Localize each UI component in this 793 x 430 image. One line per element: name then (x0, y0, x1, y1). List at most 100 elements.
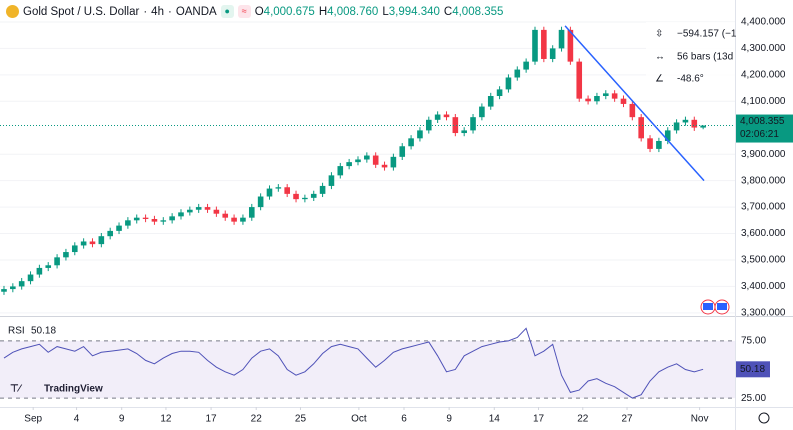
ohlc-low: 3,994.340 (388, 5, 440, 18)
y-tick-label: 3,900.000 (741, 149, 786, 160)
candle-body (585, 98, 591, 102)
candle-body (116, 225, 122, 231)
measure-bg (646, 22, 735, 96)
candle-body (89, 241, 96, 245)
candle-body (302, 197, 308, 200)
sep: · (167, 5, 172, 18)
y-tick-label: 3,800.000 (741, 175, 786, 186)
candle-body (231, 217, 237, 222)
candle-body (470, 117, 476, 131)
candle-body (461, 130, 467, 134)
candle-body (248, 207, 255, 218)
x-tick-label: 6 (401, 414, 407, 425)
rsi-value: 50.18 (31, 326, 56, 337)
candle-body (602, 93, 609, 97)
candle-body (541, 29, 547, 59)
countdown: 02:06:21 (740, 129, 779, 140)
y-tick-label: 3,600.000 (741, 228, 786, 239)
candle-body (532, 29, 538, 62)
candle-body (178, 212, 184, 217)
candle-body (346, 162, 352, 167)
candle-body (558, 29, 565, 49)
candle-body (319, 185, 326, 194)
candle-body (142, 217, 149, 219)
candle-body (523, 61, 529, 70)
candle-body (45, 265, 52, 268)
candle-body (10, 286, 16, 290)
trendline (564, 25, 705, 182)
candle-body (310, 193, 317, 198)
candle-body (417, 130, 423, 139)
x-tick-label: Nov (691, 414, 709, 425)
rsi-last-label (736, 361, 770, 378)
rsi-line (3, 327, 704, 399)
candle-body (425, 119, 432, 131)
flags (700, 299, 730, 315)
ohlc-key: O (254, 5, 264, 18)
candle-body (647, 138, 653, 149)
candle-body (107, 230, 113, 237)
candle-body (452, 117, 459, 134)
candle-body (151, 218, 158, 222)
candle-body (169, 216, 175, 221)
x-tick-label: 9 (119, 414, 125, 425)
ohlc-key: L (382, 5, 389, 18)
candle-body (594, 96, 600, 102)
candle-body (673, 122, 680, 131)
candle-body (257, 196, 264, 208)
flag-icon (717, 303, 727, 310)
candle-body (284, 187, 290, 194)
x-tick-label: 14 (489, 414, 501, 425)
y-tick-label: 3,700.000 (741, 202, 786, 213)
measure-icon: ∠ (655, 74, 664, 85)
logo-mark: ⊤⁄ (10, 384, 23, 395)
candle-body (364, 155, 370, 160)
measure-icon: ↔ (655, 52, 665, 63)
ohlc-close: 4,008.355 (452, 5, 504, 18)
x-tick-label: 9 (446, 414, 452, 425)
candle-body (479, 106, 485, 118)
header: Gold Spot / U.S. Dollar · 4h · OANDA ● ≈ O4… (6, 5, 503, 18)
rsi-band (0, 340, 735, 399)
candle-body (496, 89, 503, 97)
candle-body (187, 209, 193, 213)
exchange: OANDA (175, 5, 217, 18)
button[interactable]: ≈ (237, 5, 251, 18)
candle-body (434, 114, 441, 120)
settings-icon[interactable] (758, 412, 770, 424)
symbol-icon (6, 5, 19, 18)
measure-angle: -48.6° (677, 74, 704, 85)
candle-body (18, 281, 25, 287)
candle-body (620, 98, 627, 104)
candle-body (27, 274, 34, 282)
candle-body (275, 187, 282, 189)
candle-body (1, 289, 7, 292)
x-tick-label: 22 (577, 414, 589, 425)
candle-body (682, 119, 689, 123)
rsi-title: RSI (8, 326, 25, 337)
rsi-last-text: 50.18 (740, 364, 765, 375)
x-tick-label: 25 (295, 414, 307, 425)
ohlc-open: 4,000.675 (263, 5, 315, 18)
ohlc-high: 4,008.760 (327, 5, 379, 18)
candle-body (63, 252, 69, 258)
candle-body (408, 138, 414, 147)
price-layer (0, 21, 735, 314)
candle-body (514, 69, 521, 78)
candle-body (328, 175, 335, 186)
candle-body (240, 217, 246, 222)
watermark: TradingView (44, 384, 103, 395)
x-tick-label: 12 (160, 414, 172, 425)
candle-body (222, 213, 229, 218)
candle-body (549, 48, 556, 59)
button[interactable]: ● (220, 5, 234, 18)
candle-body (443, 114, 450, 118)
candle-body (80, 241, 87, 246)
y-tick-label: 3,400.000 (741, 281, 786, 292)
sep: · (143, 5, 148, 18)
y-tick-label: 4,100.000 (741, 96, 786, 107)
candle-body (125, 220, 131, 226)
candle-body (71, 245, 78, 253)
